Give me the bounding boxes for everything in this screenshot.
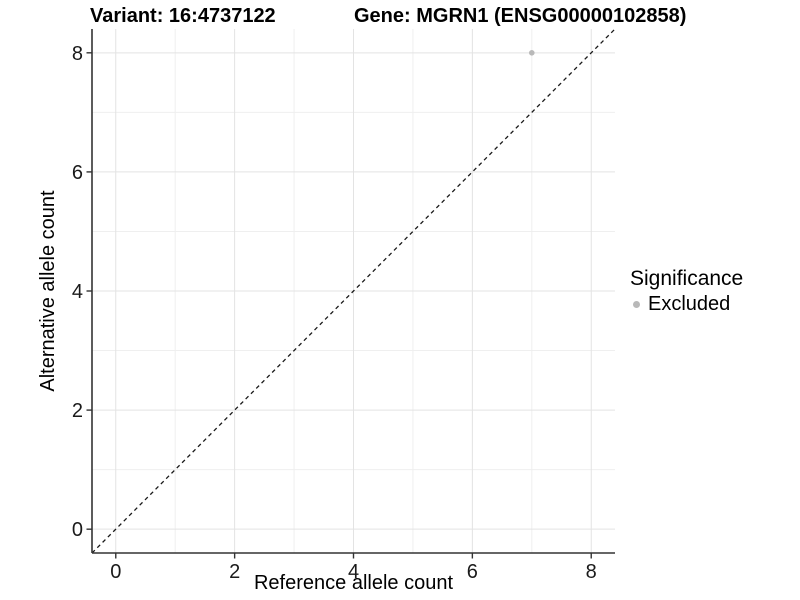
legend-title: Significance xyxy=(630,267,744,290)
y-tick-label: 0 xyxy=(72,519,83,541)
legend-label: Excluded xyxy=(648,293,731,316)
x-tick-label: 8 xyxy=(586,561,597,583)
legend-entries: Excluded xyxy=(630,293,743,315)
y-tick-label: 8 xyxy=(72,43,83,65)
y-axis-title: Alternative allele count xyxy=(37,190,59,392)
plot-title-gene: Gene: MGRN1 (ENSG00000102858) xyxy=(354,5,687,27)
legend: Significance Excluded xyxy=(630,267,743,315)
legend-entry: Excluded xyxy=(630,293,743,315)
y-tick-label: 2 xyxy=(72,400,83,422)
legend-point-icon xyxy=(633,300,640,308)
y-tick-label: 4 xyxy=(72,281,83,303)
x-tick-label: 6 xyxy=(467,561,478,583)
x-tick-label: 0 xyxy=(110,561,121,583)
x-axis-title: Reference allele count xyxy=(253,572,453,594)
x-tick-label: 2 xyxy=(229,561,240,583)
plot-title-variant: Variant: 16:4737122 xyxy=(90,5,276,27)
y-tick-label: 6 xyxy=(72,162,83,184)
x-tick-label: 4 xyxy=(348,561,359,583)
data-point xyxy=(528,50,535,56)
identity-line xyxy=(91,28,616,554)
